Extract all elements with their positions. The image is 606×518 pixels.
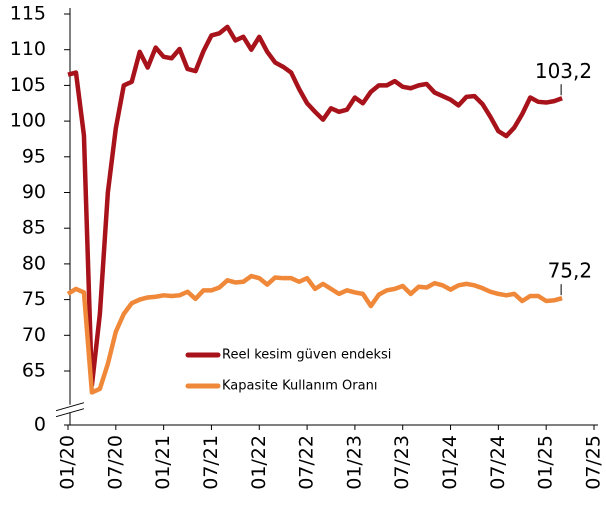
x-tick-label: 07/21 [200,435,222,490]
y-tick-label: 70 [22,324,46,346]
y-tick-label: 110 [10,38,46,60]
x-tick-label: 07/20 [104,435,126,490]
y-tick-label: 105 [10,74,46,96]
y-tick-label: 80 [22,252,46,274]
axis-break-gap [66,404,74,413]
y-tick-label: 0 [34,414,46,436]
legend-label: Kapasite Kullanım Oranı [222,379,377,394]
axis-break [55,408,85,418]
data-label: 103,2 [535,59,592,83]
y-tick-label: 115 [10,3,46,25]
y-tick-label: 90 [22,181,46,203]
x-tick-label: 01/21 [152,435,174,490]
legend: Reel kesim güven endeksi Kapasite Kullanı… [185,348,391,394]
x-tick-label: 01/24 [439,435,461,490]
line-series [66,273,563,395]
y-tick-label: 95 [22,145,46,167]
y-tick-label: 100 [10,110,46,132]
legend-label: Reel kesim güven endeksi [222,348,391,363]
x-tick-label: 07/25 [583,435,605,490]
y-tick-label: 85 [22,217,46,239]
x-tick-label: 07/24 [487,435,509,490]
y-tick-label: 65 [22,360,46,382]
axis-break [55,402,85,412]
x-tick-label: 01/20 [57,435,79,490]
x-tick-label: 01/22 [248,435,270,490]
x-tick-label: 07/23 [391,435,413,490]
x-tick-label: 01/25 [535,435,557,490]
data-label: 75,2 [548,259,593,283]
line-series [67,24,563,388]
y-tick-label: 75 [22,288,46,310]
x-tick-label: 01/23 [343,435,365,490]
x-tick-label: 07/22 [296,435,318,490]
